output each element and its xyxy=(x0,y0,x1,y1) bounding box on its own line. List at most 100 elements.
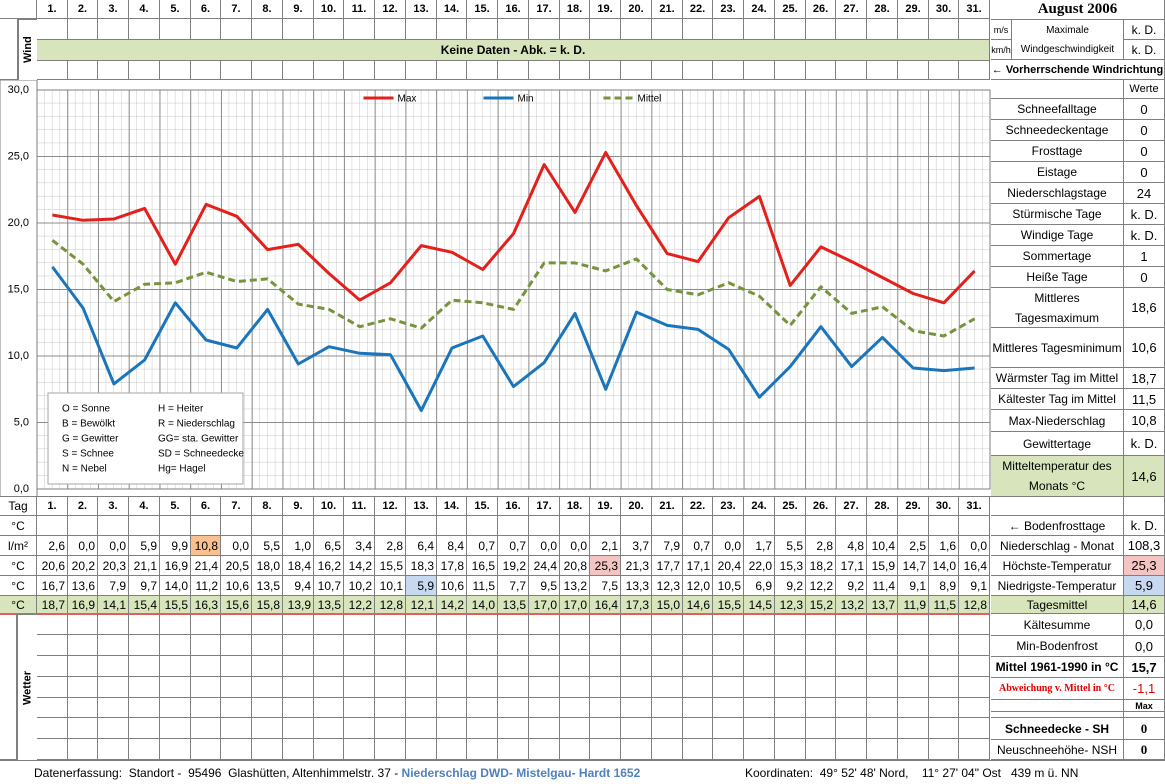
weather-cell xyxy=(467,739,498,760)
weather-cell xyxy=(683,739,713,760)
day-header: 16. xyxy=(498,0,529,19)
weather-cell xyxy=(344,614,375,635)
mean-cell: 11,9 xyxy=(898,596,929,614)
summary-value: 0,0 xyxy=(1124,614,1165,636)
weather-cell xyxy=(498,614,529,635)
max-cell: 18,2 xyxy=(806,556,836,576)
weather-cell xyxy=(467,614,498,635)
weather-cell xyxy=(959,635,990,656)
day-label: 1. xyxy=(37,497,68,516)
weather-code: N = Nebel xyxy=(62,464,107,475)
wind-cell xyxy=(467,19,498,40)
weather-cell xyxy=(283,614,314,635)
weather-cell xyxy=(375,718,406,739)
empty-cell xyxy=(683,516,713,536)
summary-value: 0 xyxy=(1124,718,1165,740)
weather-cell xyxy=(406,718,437,739)
weather-cell xyxy=(314,614,344,635)
weather-cell xyxy=(652,677,683,698)
empty-cell xyxy=(867,516,898,536)
day-header: 23. xyxy=(713,0,744,19)
weather-cell xyxy=(744,635,775,656)
precip-cell: 2,5 xyxy=(898,536,929,556)
max-wind-value: k. D. xyxy=(1124,20,1165,40)
blank-cell xyxy=(0,19,18,80)
summary-value: 14,6 xyxy=(1124,596,1165,614)
summary-value: 0 xyxy=(1124,740,1165,760)
stat-value: 10,6 xyxy=(1124,328,1165,368)
weather-cell xyxy=(191,739,221,760)
legend-label: Mittel xyxy=(638,94,662,105)
blank-cell xyxy=(991,80,1124,99)
weather-cell xyxy=(314,635,344,656)
weather-cell xyxy=(929,614,959,635)
min-cell: 9,2 xyxy=(836,576,867,596)
weather-cell xyxy=(529,718,560,739)
wind-cell xyxy=(744,61,775,80)
empty-cell xyxy=(806,516,836,536)
min-cell: 12,0 xyxy=(683,576,713,596)
mean-cell: 15,5 xyxy=(713,596,744,614)
weather-cell xyxy=(314,739,344,760)
precip-cell: 0,0 xyxy=(529,536,560,556)
min-cell: 13,5 xyxy=(252,576,283,596)
empty-cell xyxy=(775,516,806,536)
max-cell: 21,3 xyxy=(621,556,652,576)
day-header: 7. xyxy=(221,0,252,19)
precip-cell: 0,7 xyxy=(683,536,713,556)
empty-cell xyxy=(314,516,344,536)
stat-label: Kältester Tag im Mittel xyxy=(991,389,1124,410)
weather-cell xyxy=(806,677,836,698)
mean-cell: 16,9 xyxy=(68,596,98,614)
wind-cell xyxy=(160,19,191,40)
weather-cell xyxy=(498,677,529,698)
stat-value: 24 xyxy=(1124,183,1165,204)
wind-cell xyxy=(959,19,990,40)
day-label: 25. xyxy=(775,497,806,516)
separator xyxy=(0,613,990,615)
summary-label: Neuschneehöhe- NSH xyxy=(991,740,1124,760)
min-cell: 10,6 xyxy=(437,576,467,596)
precip-cell: 0,0 xyxy=(713,536,744,556)
weather-cell xyxy=(744,739,775,760)
weather-cell xyxy=(221,635,252,656)
precip-cell: 1,7 xyxy=(744,536,775,556)
unit-label: l/m² xyxy=(0,536,37,556)
wind-cell xyxy=(867,19,898,40)
legend-label: Max xyxy=(398,94,417,105)
day-header: 12. xyxy=(375,0,406,19)
series-line xyxy=(52,151,976,305)
unit-label: °C xyxy=(0,596,37,614)
wind-cell xyxy=(713,61,744,80)
max-cell: 14,2 xyxy=(344,556,375,576)
weather-cell xyxy=(560,739,590,760)
weather-cell xyxy=(775,614,806,635)
weather-cell xyxy=(406,656,437,677)
wind-cell xyxy=(683,19,713,40)
wind-cell xyxy=(867,61,898,80)
weather-cell xyxy=(283,739,314,760)
stat-label: Eistage xyxy=(991,162,1124,183)
blank-cell xyxy=(991,712,1124,718)
stat-value: 18,7 xyxy=(1124,368,1165,389)
mean-cell: 17,0 xyxy=(560,596,590,614)
wind-cell xyxy=(98,19,129,40)
weather-cell xyxy=(314,718,344,739)
month-title: August 2006 xyxy=(991,0,1165,20)
weather-cell xyxy=(437,698,467,718)
weather-cell xyxy=(344,718,375,739)
day-label: 6. xyxy=(191,497,221,516)
wind-cell xyxy=(221,61,252,80)
wind-cell xyxy=(898,19,929,40)
series-line xyxy=(51,239,976,338)
weather-cell xyxy=(621,718,652,739)
precip-cell: 0,7 xyxy=(498,536,529,556)
day-header: 27. xyxy=(836,0,867,19)
weather-cell xyxy=(375,614,406,635)
y-tick-label: 5,0 xyxy=(14,416,29,428)
wind-cell xyxy=(683,61,713,80)
min-cell: 11,5 xyxy=(467,576,498,596)
weather-cell xyxy=(37,698,68,718)
weather-cell xyxy=(375,635,406,656)
min-cell: 8,9 xyxy=(929,576,959,596)
